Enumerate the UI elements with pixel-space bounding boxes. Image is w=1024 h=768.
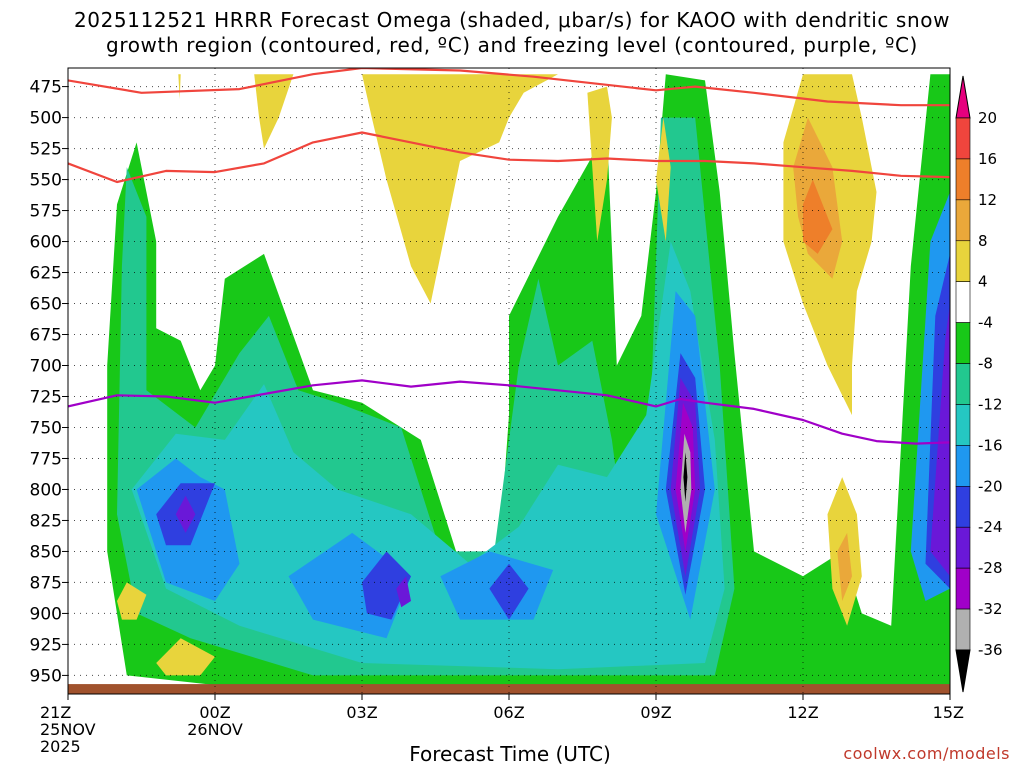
colorbar-bin-11: [955, 526, 971, 569]
chart-title-line-1: 2025112521 HRRR Forecast Omega (shaded, …: [73, 8, 951, 32]
colorbar-label-12: -32: [978, 600, 1003, 618]
colorbar-bin-3: [955, 199, 971, 242]
y-tick-label-725: 725: [30, 387, 62, 407]
colorbar-bin-13: [955, 608, 971, 651]
y-tick-label-700: 700: [30, 357, 62, 377]
colorbar-cap-bottom: [955, 649, 971, 693]
colorbar-label-9: -20: [978, 477, 1003, 495]
x-tick-label-6-0: 03Z: [346, 703, 377, 722]
y-tick-label-625: 625: [30, 264, 62, 284]
y-tick-label-850: 850: [30, 542, 62, 562]
colorbar-bin-1: [955, 117, 971, 160]
x-tick-label-0-0: 21Z: [40, 703, 71, 722]
y-tick-label-500: 500: [30, 109, 62, 129]
colorbar-label-6: -8: [978, 355, 993, 373]
y-tick-label-575: 575: [30, 202, 62, 222]
y-tick-label-825: 825: [30, 511, 62, 531]
omega-region-16: [930, 303, 950, 577]
terrain-strip: [68, 684, 950, 694]
y-tick-label-750: 750: [30, 418, 62, 438]
dendritic-lower-contour: [68, 131, 950, 184]
colorbar-bin-4: [955, 240, 971, 282]
colorbar-bin-2: [955, 158, 971, 201]
colorbar-label-5: -4: [978, 314, 993, 332]
colorbar-bin-6: [955, 322, 971, 364]
omega-region-14: [396, 576, 411, 608]
colorbar-label-7: -12: [978, 395, 1003, 413]
y-tick-label-775: 775: [30, 449, 62, 469]
omega-region-9: [362, 551, 411, 620]
y-tick-label-800: 800: [30, 480, 62, 500]
x-tick-label-0-1: 25NOV: [40, 720, 96, 739]
dendritic-upper-contour: [68, 68, 950, 107]
omega-region-20: [362, 74, 558, 304]
colorbar-label-8: -16: [978, 436, 1003, 454]
omega-shading: [68, 74, 950, 694]
y-tick-label-675: 675: [30, 326, 62, 346]
omega-region-31: [837, 532, 852, 601]
omega-region-23: [587, 86, 612, 242]
y-tick-label-950: 950: [30, 666, 62, 686]
colorbar-label-1: 16: [978, 150, 997, 168]
contour-lines: [68, 68, 950, 445]
colorbar-bin-9: [955, 445, 971, 487]
omega-region-30: [803, 179, 833, 254]
colorbar-bin-12: [955, 567, 971, 610]
colorbar-bin-5: [955, 281, 971, 323]
omega-region-22: [178, 74, 181, 99]
colorbar-label-13: -36: [978, 641, 1003, 659]
colorbar-label-10: -24: [978, 518, 1003, 536]
colorbar-label-4: 4: [978, 273, 988, 291]
omega-region-24: [656, 117, 671, 242]
site-credit[interactable]: coolwx.com/models: [843, 744, 1010, 763]
freezing-level-contour: [68, 379, 950, 445]
omega-region-13: [175, 495, 196, 533]
omega-region-10: [489, 563, 529, 620]
y-tick-label-525: 525: [30, 140, 62, 160]
y-axis: 475 500 525 550 575 600 625 650 675 700 725 750 775 8…: [30, 78, 68, 686]
x-tick-label-3-1: 26NOV: [187, 720, 243, 739]
omega-region-2: [131, 241, 725, 670]
x-tick-label-18-0: 15Z: [933, 703, 964, 722]
x-tick-label-0-2: 2025: [40, 737, 81, 756]
chart-title-line-2: growth region (contoured, red, ºC) and f…: [106, 33, 918, 57]
colorbar-bin-8: [955, 404, 971, 446]
colorbar: 20 16 12 8 4 -4 -8 -12 -16 -20 -24 -28 -32 -36: [955, 75, 1003, 693]
y-tick-label-650: 650: [30, 295, 62, 315]
y-tick-label-600: 600: [30, 233, 62, 253]
x-tick-label-12-0: 09Z: [640, 703, 671, 722]
colorbar-cap-top: [955, 75, 971, 119]
x-tick-label-9-0: 06Z: [493, 703, 524, 722]
colorbar-label-0: 20: [978, 109, 997, 127]
omega-region-27: [117, 582, 147, 620]
colorbar-label-2: 12: [978, 191, 997, 209]
colorbar-bin-10: [955, 486, 971, 528]
y-tick-label-475: 475: [30, 78, 62, 98]
y-tick-label-550: 550: [30, 171, 62, 191]
omega-region-21: [254, 74, 294, 149]
x-axis-label: Forecast Time (UTC): [409, 742, 611, 766]
y-tick-label-900: 900: [30, 604, 62, 624]
colorbar-label-11: -28: [978, 559, 1003, 577]
colorbar-bin-7: [955, 363, 971, 405]
y-tick-label-925: 925: [30, 635, 62, 655]
x-tick-label-3-0: 00Z: [199, 703, 230, 722]
x-tick-label-15-0: 12Z: [787, 703, 818, 722]
colorbar-label-3: 8: [978, 232, 988, 250]
y-tick-label-875: 875: [30, 573, 62, 593]
omega-region-28: [156, 638, 215, 676]
